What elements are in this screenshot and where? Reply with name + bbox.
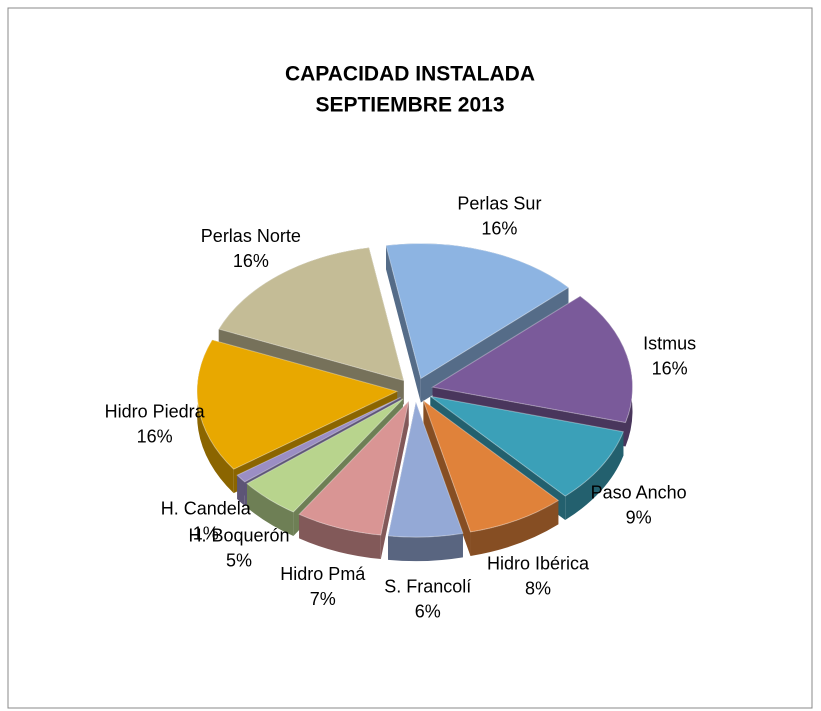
slice-value-label: 16% [481, 218, 517, 238]
slice-label: S. Francolí [384, 577, 471, 597]
slice [430, 395, 625, 497]
slice-value-label: 1% [193, 523, 219, 543]
slice [298, 399, 410, 560]
slice [385, 243, 570, 380]
slice-label: Hidro Ibérica [487, 554, 590, 574]
slice-value-label: 5% [226, 551, 252, 571]
slice-label: Hidro Piedra [105, 402, 206, 422]
slice-value-label: 7% [310, 589, 336, 609]
slice-side [423, 400, 471, 556]
slice [431, 295, 633, 424]
slice-side [380, 401, 409, 560]
slice-side [237, 475, 245, 506]
slice-value-label: 6% [415, 602, 441, 622]
slice-side [247, 483, 294, 536]
chart-title: CAPACIDAD INSTALADA [285, 63, 535, 86]
slice [236, 396, 401, 483]
slice [422, 399, 560, 556]
slice-label: H. Boquerón [188, 526, 289, 546]
slice-label: Paso Ancho [591, 482, 687, 502]
slice [218, 247, 405, 382]
slice-side [565, 431, 624, 521]
slice [298, 399, 410, 536]
slice-side [470, 500, 559, 556]
slice [387, 400, 464, 562]
slice-value-label: 9% [626, 507, 652, 527]
slice-side [197, 339, 234, 494]
slice-side [299, 514, 381, 560]
slice-value-label: 16% [137, 427, 173, 447]
slice-label: Istmus [643, 333, 696, 353]
chart-title: SEPTIEMBRE 2013 [315, 94, 504, 117]
slice [196, 339, 399, 470]
slice [387, 400, 464, 538]
slice-side [386, 245, 421, 403]
slice-label: Perlas Sur [457, 193, 541, 213]
slice-label: Hidro Pmá [280, 564, 366, 584]
slice-value-label: 8% [525, 579, 551, 599]
slice-label: Perlas Norte [201, 226, 301, 246]
slice [422, 399, 560, 533]
slice-value-label: 16% [652, 358, 688, 378]
slice-value-label: 16% [233, 251, 269, 271]
slice [246, 398, 404, 513]
slice-side [388, 533, 463, 562]
slice-label: H. Candela [161, 498, 252, 518]
